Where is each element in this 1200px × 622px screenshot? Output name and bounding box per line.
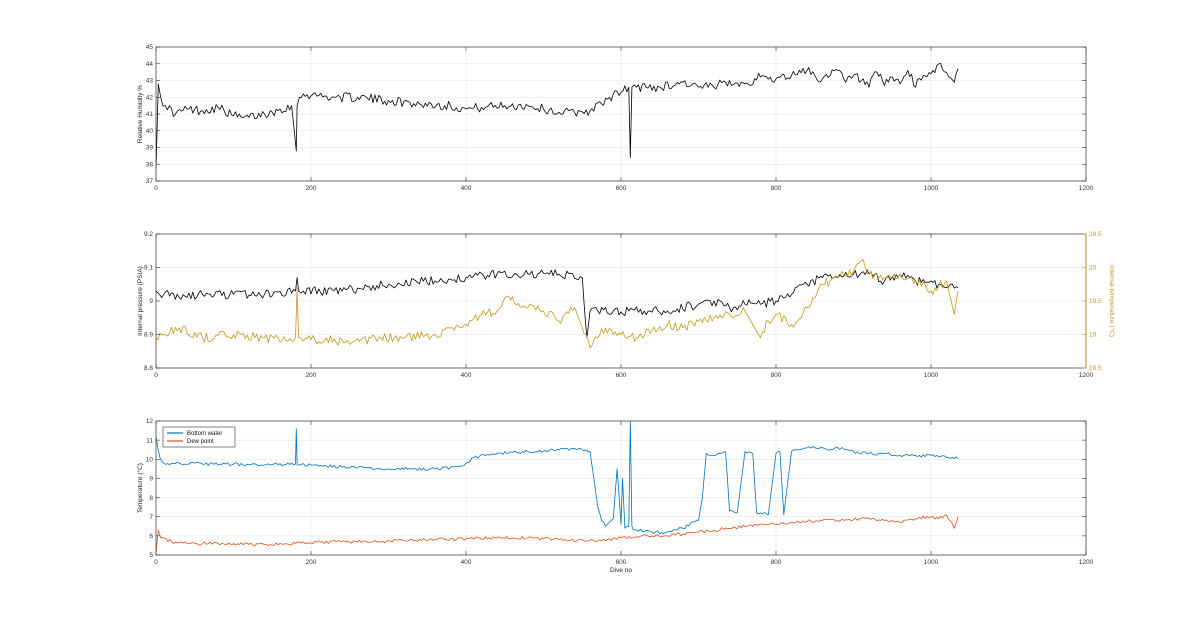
x-tick-label: 400 (461, 372, 472, 379)
x-tick-label: 1000 (924, 372, 939, 379)
series-line-2-1 (156, 269, 959, 339)
y-tick-label: 8.9 (144, 332, 153, 339)
y-tick-label: 9 (149, 298, 153, 305)
subplot-1: 0 200 400 600 800 1000 1200 37 38 39 40 41 42 43 44 45 R… (137, 44, 1094, 192)
legend-entry: Bottom water (187, 431, 222, 437)
legend: Bottom water Dew point (162, 426, 236, 448)
x-tick-label: 400 (461, 185, 472, 192)
y-tick-label: 5 (149, 552, 153, 559)
legend-box (162, 426, 236, 448)
y-tick-label: 9.1 (144, 265, 153, 272)
x-tick-label: 600 (616, 559, 627, 566)
x-tick-label: 0 (154, 559, 158, 566)
x-tick-label: 200 (306, 559, 317, 566)
y-tick-label: 39 (146, 145, 154, 152)
series-line-dew-point (156, 514, 959, 554)
y-tick-label: 11 (146, 437, 153, 444)
y2-tick-label: 19.5 (1089, 298, 1102, 305)
y-axis-label: Relative Humidity % (137, 85, 144, 143)
y-tick-label: 12 (146, 418, 154, 425)
y-axis-label: Temperature (°C) (136, 463, 144, 513)
y2-tick-label: 20.5 (1089, 231, 1102, 238)
series-line-1-1 (156, 63, 959, 170)
x-tick-label: 400 (461, 559, 472, 566)
y-tick-label: 38 (146, 161, 154, 168)
legend-entry: Dew point (187, 439, 214, 445)
x-tick-label: 200 (306, 372, 317, 379)
y-tick-label: 8.8 (144, 365, 153, 372)
y-tick-label: 8 (149, 495, 153, 502)
x-axis-label: Dive no (610, 567, 632, 574)
x-tick-label: 800 (771, 185, 782, 192)
series-line-bottom-water (156, 421, 959, 534)
y-tick-label: 44 (146, 61, 154, 68)
x-tick-label: 1200 (1079, 185, 1094, 192)
series-line-2-2 (156, 259, 959, 349)
x-tick-label: 600 (616, 185, 627, 192)
y2-tick-label: 20 (1089, 265, 1097, 272)
y-tick-label: 41 (146, 111, 154, 118)
y2-axis-label: Internal temperature (°C) (1108, 265, 1116, 337)
x-tick-label: 1200 (1079, 372, 1094, 379)
y-tick-label: 7 (149, 514, 153, 521)
x-tick-label: 800 (771, 372, 782, 379)
x-tick-label: 600 (616, 372, 627, 379)
y-tick-label: 9 (149, 476, 153, 483)
y-tick-label: 9.2 (144, 231, 153, 238)
y-axis-label: Internal pressure (PSIA) (137, 266, 144, 336)
x-tick-label: 200 (306, 185, 317, 192)
subplot-3: 0 200 400 600 800 1000 1200 5 6 7 8 9 10 11 12 Temperat… (136, 418, 1094, 574)
y-tick-label: 45 (146, 44, 154, 51)
x-tick-label: 800 (771, 559, 782, 566)
y2-tick-label: 19 (1089, 332, 1097, 339)
y-tick-label: 40 (146, 128, 154, 135)
y-tick-label: 6 (149, 533, 153, 540)
x-tick-label: 1200 (1079, 559, 1094, 566)
x-tick-label: 0 (154, 185, 158, 192)
x-tick-label: 1000 (924, 559, 939, 566)
y-tick-label: 37 (146, 178, 154, 185)
y-tick-label: 10 (146, 456, 154, 463)
y-tick-label: 43 (146, 78, 154, 85)
x-tick-label: 1000 (924, 185, 939, 192)
x-tick-label: 0 (154, 372, 158, 379)
y2-tick-label: 18.5 (1089, 365, 1102, 372)
subplot-2: 0 200 400 600 800 1000 1200 8.8 8.9 9 9.1 9.2 18.5 19… (137, 231, 1116, 379)
y-tick-label: 42 (146, 94, 154, 101)
